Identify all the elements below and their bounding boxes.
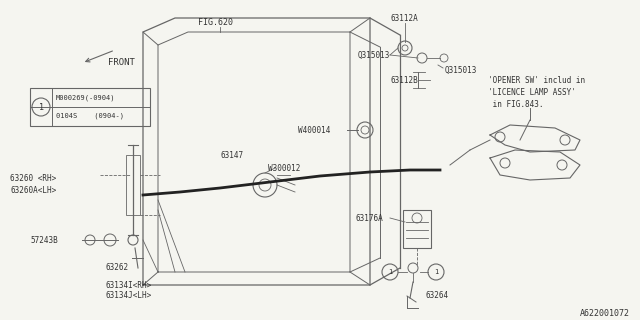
Text: W300012: W300012 <box>268 164 300 172</box>
Text: M000269(-0904): M000269(-0904) <box>56 95 115 101</box>
Text: W400014: W400014 <box>298 125 330 134</box>
Text: 57243B: 57243B <box>30 236 58 244</box>
Text: 63262: 63262 <box>105 263 128 273</box>
Bar <box>30 88 150 126</box>
Text: 63147: 63147 <box>220 150 243 159</box>
Text: 1: 1 <box>38 102 44 111</box>
Text: 63260 <RH>: 63260 <RH> <box>10 173 56 182</box>
Text: 63112B: 63112B <box>390 76 418 84</box>
Text: 63134I<RH>: 63134I<RH> <box>105 281 151 290</box>
Text: 0104S    (0904-): 0104S (0904-) <box>56 113 124 119</box>
Bar <box>126 155 140 215</box>
Text: 63264: 63264 <box>425 291 448 300</box>
Text: 1: 1 <box>434 269 438 275</box>
Text: 63134J<LH>: 63134J<LH> <box>105 292 151 300</box>
Text: 1: 1 <box>388 269 392 275</box>
Text: 63260A<LH>: 63260A<LH> <box>10 186 56 195</box>
Text: FIG.620: FIG.620 <box>198 18 233 27</box>
Bar <box>403 210 431 248</box>
Text: 'LICENCE LAMP ASSY': 'LICENCE LAMP ASSY' <box>488 87 576 97</box>
Text: FRONT: FRONT <box>108 58 135 67</box>
Text: in FIG.843.: in FIG.843. <box>488 100 543 108</box>
Text: 63176A: 63176A <box>355 213 383 222</box>
Text: 'OPENER SW' includ in: 'OPENER SW' includ in <box>488 76 585 84</box>
Text: Q315013: Q315013 <box>445 66 477 75</box>
Text: Q315013: Q315013 <box>358 51 390 60</box>
Text: A622001072: A622001072 <box>580 308 630 317</box>
Text: 63112A: 63112A <box>390 13 418 22</box>
